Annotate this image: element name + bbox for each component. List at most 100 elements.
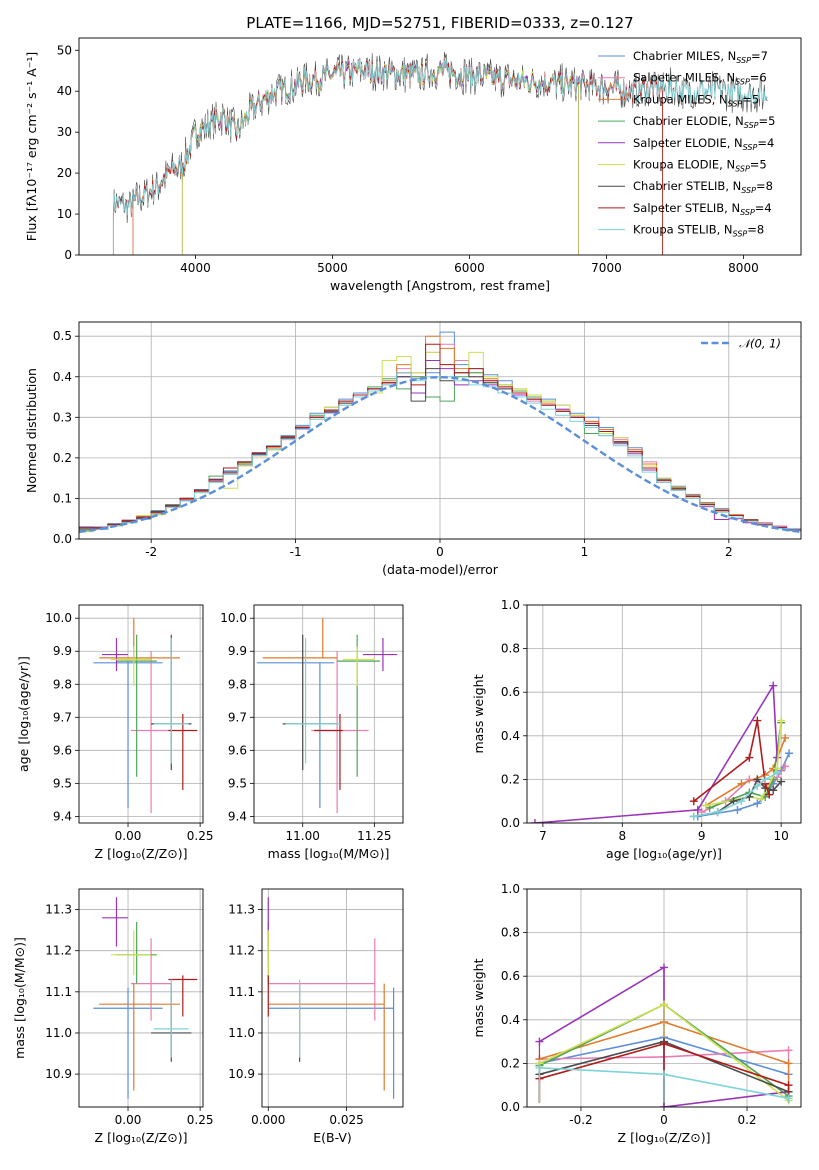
mass-weight-vs-metallicity-panel: -0.2 0 0.2 0.0 0.2 0.4 0.6 0.8 1.0 Z [log₁₀(Z/Z⊙)…: [471, 882, 802, 1145]
x-tick-label: 5000: [317, 261, 348, 275]
axes-frame: 11.00 11.25 9.4 9.5 9.6 9.7 9.8 9.9 10.0 mass [lo…: [220, 604, 404, 861]
legend-label-kroupa-miles: Kroupa MILES, NSSP=5: [633, 92, 759, 108]
errorbar-kroupa-stelib: [285, 638, 340, 764]
weight-marker: [689, 812, 698, 821]
spectrum-line-salpeter-stelib: [112, 59, 663, 255]
weight-marker: [757, 795, 766, 804]
spectrum-line-kroupa-elodie: [181, 60, 579, 255]
weight-marker: [769, 681, 778, 690]
plot-area: [93, 897, 198, 1099]
x-tick-label: 2: [725, 545, 733, 559]
weight-marker: [729, 797, 738, 806]
y-tick-label: 0.4: [501, 1013, 520, 1027]
spectrum-line-salpeter-elodie: [181, 60, 579, 255]
x-tick-label: 7000: [591, 261, 622, 275]
grid: [254, 605, 403, 823]
legend: 𝒩(0, 1): [701, 337, 781, 351]
y-tick-label: 0.0: [501, 816, 520, 830]
axes-frame: 4000 5000 6000 7000 8000 0 10 20 30 40 50 wavelengt…: [24, 37, 802, 293]
errorbar-salpeter-miles: [130, 651, 172, 814]
x-tick-label: 0.025: [329, 1113, 363, 1127]
y-axis-label: Flux [fλ10⁻¹⁷ erg cm⁻² s⁻¹ A⁻¹]: [24, 52, 39, 241]
y-tick-label: 10.0: [45, 611, 72, 625]
errorbar-kroupa-miles: [268, 983, 385, 1091]
errorbar-chabrier-elodie: [337, 634, 381, 777]
x-axis-label: E(B-V): [313, 1130, 352, 1145]
y-tick-label: 9.8: [228, 677, 247, 691]
weight-marker: [693, 805, 702, 814]
figure-title: PLATE=1166, MJD=52751, FIBERID=0333, z=0…: [246, 14, 633, 32]
histogram-salpeter-stelib: [79, 343, 801, 531]
y-tick-label: 11.0: [228, 1026, 255, 1040]
y-tick-label: 0.0: [53, 532, 72, 546]
y-tick-label: 9.5: [53, 776, 72, 790]
y-tick-label: 0.6: [501, 969, 520, 983]
y-tick-label: 11.3: [228, 903, 255, 917]
errorbar-kroupa-elodie: [110, 646, 152, 686]
legend-label-chabrier-elodie: Chabrier ELODIE, NSSP=5: [633, 114, 775, 130]
weight-marker: [777, 716, 786, 725]
x-tick-label: 0: [436, 545, 444, 559]
histogram-kroupa-stelib: [79, 372, 801, 532]
age-vs-metallicity-panel: 0.00 0.25 9.4 9.5 9.6 9.7 9.8 9.9 10.0 Z [log₁₀(Z…: [16, 604, 213, 861]
plot-area: [256, 618, 398, 814]
x-tick-label: 0: [660, 1113, 668, 1127]
axes-frame: 0.000 0.025 10.9 11.0 11.1 11.2 11.3 E(B-V): [228, 888, 404, 1145]
weight-marker: [773, 768, 782, 777]
legend-label-chabrier-stelib: Chabrier STELIB, NSSP=8: [633, 179, 773, 195]
spectrum-panel: 4000 5000 6000 7000 8000 0 10 20 30 40 50 wavelengt…: [24, 37, 802, 293]
y-tick-label: 9.7: [53, 710, 72, 724]
weight-marker: [761, 775, 770, 784]
mass-weight-vs-age-panel: 7 8 9 10 0.0 0.2 0.4 0.6 0.8 1.0 age [log₁₀(age/yr…: [471, 598, 802, 861]
y-tick-label: 40: [57, 84, 72, 98]
x-axis-label: Z [log₁₀(Z/Z⊙)]: [95, 1130, 188, 1145]
errorbar-kroupa-miles: [262, 618, 338, 659]
y-tick-label: 0.6: [501, 685, 520, 699]
y-tick-label: 0.4: [501, 729, 520, 743]
weight-marker: [769, 786, 778, 795]
y-tick-label: 20: [57, 166, 72, 180]
plot-area: [79, 331, 801, 534]
plot-area: [93, 618, 198, 814]
y-tick-label: 9.6: [53, 743, 72, 757]
y-tick-label: 10.9: [228, 1067, 255, 1081]
weight-marker: [701, 801, 710, 810]
weight-marker: [745, 753, 754, 762]
weight-marker: [785, 749, 794, 758]
grid: [79, 889, 203, 1107]
x-axis-label: (data-model)/error: [382, 562, 499, 577]
y-axis-label: age [log₁₀(age/yr)]: [16, 656, 31, 772]
y-tick-label: 0.2: [501, 1056, 520, 1070]
errorbar-kroupa-elodie: [110, 930, 152, 976]
plot-area: [535, 963, 793, 1107]
y-tick-label: 0.3: [53, 410, 72, 424]
y-tick-label: 9.4: [228, 809, 247, 823]
weight-marker: [753, 781, 762, 790]
x-axis-label: wavelength [Angstrom, rest frame]: [330, 278, 550, 293]
axes-border: [78, 604, 204, 824]
spectrum-line-salpeter-miles: [132, 59, 663, 255]
y-tick-label: 11.3: [45, 903, 72, 917]
errorbar-salpeter-stelib: [168, 975, 198, 1017]
y-tick-label: 9.5: [228, 776, 247, 790]
grid: [527, 604, 801, 824]
y-tick-label: 0.5: [53, 329, 72, 343]
y-tick-label: 9.4: [53, 809, 72, 823]
y-axis-label: Normed distribution: [24, 368, 39, 493]
weight-line-kroupa-stelib: [693, 772, 778, 818]
y-axis-label: mass [log₁₀(M/M⊙)]: [12, 937, 27, 1059]
errorbar-kroupa-miles: [99, 983, 180, 1091]
x-tick-label: 0.25: [187, 1113, 214, 1127]
x-tick-label: 4000: [180, 261, 211, 275]
y-tick-label: 10.9: [45, 1067, 72, 1081]
legend-label-kroupa-elodie: Kroupa ELODIE, NSSP=5: [633, 158, 767, 174]
x-tick-label: 7: [539, 829, 547, 843]
weight-marker: [689, 797, 698, 806]
weight-marker: [765, 790, 774, 799]
weight-marker: [753, 799, 762, 808]
y-tick-label: 9.8: [53, 677, 72, 691]
x-tick-label: 8: [618, 829, 626, 843]
legend-label-normal: 𝒩(0, 1): [739, 337, 781, 351]
legend: Chabrier MILES, NSSP=7 Salpeter MILES, NS…: [598, 49, 775, 239]
